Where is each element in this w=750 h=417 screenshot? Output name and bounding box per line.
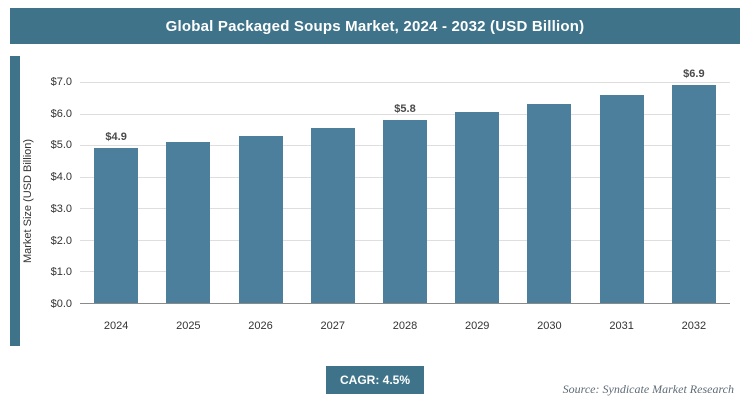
x-tick-label: 2031 [609,320,634,332]
y-tick-label: $7.0 [50,76,72,88]
bar-slot [441,82,513,303]
bar-slot: $6.9 [658,68,730,303]
cagr-badge: CAGR: 4.5% [325,366,425,394]
bar-slot [586,82,658,303]
bar-slot [152,82,224,303]
y-tick-label: $2.0 [50,234,72,247]
bar-value-label: $4.9 [105,131,127,144]
chart-title: Global Packaged Soups Market, 2024 - 203… [165,17,585,35]
bar-slot [297,82,369,303]
y-tick-label: $3.0 [50,202,72,215]
y-tick-label: $1.0 [50,266,72,279]
bar-2028: $5.8 [382,103,427,303]
y-tick-label: $4.0 [50,171,72,184]
source-note: Source: Syndicate Market Research [562,382,734,396]
y-axis-ticks: $0.0 $1.0 $2.0 $3.0 $4.0 $5.0 $6.0 $7.0 [26,76,72,310]
x-tick-label: 2027 [320,320,345,332]
bars-container: $4.9 $5.8 $6.9 [80,68,730,303]
x-tick-label: 2032 [681,320,707,332]
plot-area: $4.9 $5.8 $6.9 [80,68,730,304]
chart-title-banner: Global Packaged Soups Market, 2024 - 203… [10,8,740,44]
y-tick-label: $5.0 [50,139,72,152]
bar-2032: $6.9 [671,68,716,303]
y-tick-label: $0.0 [50,298,72,310]
x-tick-label: 2030 [537,320,562,332]
x-tick-label: 2029 [464,320,490,332]
bar-slot [513,82,585,303]
bar-2029 [455,112,500,303]
x-tick-label: 2028 [392,320,418,332]
bar-value-label: $5.8 [394,102,416,115]
x-axis-labels: 2024 2025 2026 2027 2028 2029 2030 2031 2032 [80,320,730,332]
bar-value-label: $6.9 [683,68,705,81]
bar-slot: $5.8 [369,82,441,303]
gridline [80,82,730,83]
gridline [80,113,730,115]
bar-2031 [599,94,644,303]
bar-2027 [310,127,355,303]
bar-slot [224,82,296,303]
x-tick-label: 2026 [248,320,273,332]
x-tick-label: 2025 [176,320,201,332]
bar-2026 [238,135,283,303]
bar-2025 [166,142,211,303]
bar-chart: Market Size (USD Billion) $0.0 $1.0 $2.0 $3… [20,60,736,342]
x-tick-label: 2024 [103,320,129,332]
bar-slot: $4.9 [80,82,152,303]
bar-2024: $4.9 [94,131,139,303]
left-accent-strip [10,56,20,346]
bar-2030 [527,104,572,303]
y-tick-label: $6.0 [50,107,72,120]
